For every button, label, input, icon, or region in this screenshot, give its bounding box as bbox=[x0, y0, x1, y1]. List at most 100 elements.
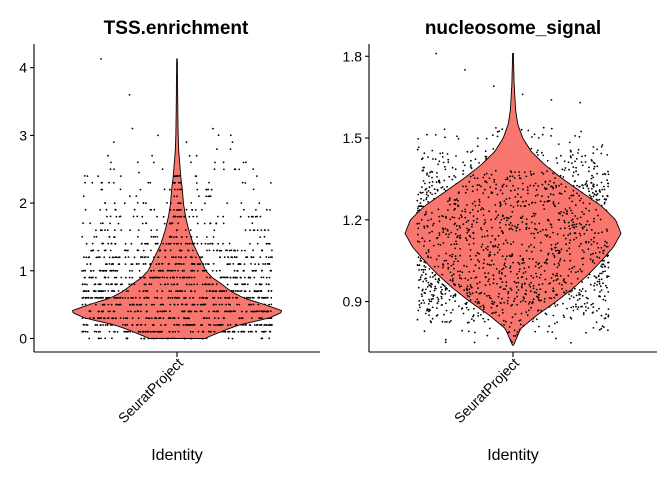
data-point bbox=[189, 330, 192, 333]
data-point bbox=[100, 188, 103, 191]
data-point bbox=[193, 323, 196, 326]
data-point bbox=[598, 278, 601, 281]
data-point bbox=[607, 182, 609, 185]
data-point bbox=[434, 278, 437, 280]
data-point bbox=[253, 324, 256, 326]
data-point bbox=[82, 222, 84, 225]
data-point bbox=[532, 320, 534, 323]
data-point bbox=[167, 243, 170, 245]
data-point bbox=[425, 288, 427, 291]
data-point bbox=[256, 229, 259, 232]
data-point bbox=[263, 229, 266, 231]
data-point bbox=[82, 290, 85, 293]
data-point bbox=[456, 135, 458, 138]
data-point bbox=[437, 300, 440, 303]
data-point bbox=[595, 190, 597, 193]
data-point bbox=[268, 276, 271, 279]
data-point bbox=[235, 256, 238, 259]
data-point bbox=[133, 208, 136, 211]
data-point bbox=[236, 290, 239, 292]
data-point bbox=[266, 296, 269, 299]
data-point bbox=[105, 263, 108, 265]
data-point bbox=[196, 188, 199, 191]
data-point bbox=[246, 283, 249, 286]
data-point bbox=[556, 304, 559, 306]
data-point bbox=[423, 261, 426, 263]
data-point bbox=[197, 330, 200, 333]
data-point bbox=[420, 205, 423, 208]
panel-nucleosome-signal: nucleosome_signal 0.91.21.51.8 SeuratPro… bbox=[343, 18, 657, 464]
data-point bbox=[578, 297, 581, 300]
data-point bbox=[444, 136, 446, 139]
data-point bbox=[564, 167, 567, 169]
data-point bbox=[170, 202, 172, 205]
data-point bbox=[462, 312, 465, 315]
data-point bbox=[101, 229, 103, 232]
data-point bbox=[132, 297, 135, 299]
data-point bbox=[206, 276, 208, 279]
data-point bbox=[239, 276, 242, 279]
data-point bbox=[584, 183, 587, 186]
data-point bbox=[602, 298, 605, 301]
data-point bbox=[596, 280, 599, 283]
data-point bbox=[230, 249, 233, 252]
data-point bbox=[562, 314, 565, 317]
data-point bbox=[104, 202, 106, 204]
data-point bbox=[219, 297, 222, 299]
data-point bbox=[200, 324, 202, 326]
data-point bbox=[207, 188, 210, 191]
data-point bbox=[97, 337, 100, 340]
data-point bbox=[91, 249, 94, 252]
data-point bbox=[180, 202, 182, 205]
data-point bbox=[192, 323, 195, 326]
data-point bbox=[572, 166, 575, 169]
data-point bbox=[260, 276, 263, 279]
data-point bbox=[134, 310, 136, 313]
data-point bbox=[135, 263, 138, 265]
data-point bbox=[421, 295, 423, 298]
data-point bbox=[212, 249, 215, 252]
data-point bbox=[213, 330, 216, 333]
data-point bbox=[571, 289, 574, 292]
data-point bbox=[192, 296, 195, 299]
data-point bbox=[441, 304, 443, 306]
data-point bbox=[431, 271, 434, 274]
data-point bbox=[592, 306, 595, 308]
data-point bbox=[138, 290, 141, 292]
data-point bbox=[236, 249, 239, 252]
data-point bbox=[176, 297, 178, 299]
data-point bbox=[159, 270, 162, 272]
data-point bbox=[167, 296, 170, 299]
outlier-points-layer bbox=[88, 58, 272, 340]
data-point bbox=[184, 290, 187, 292]
data-point bbox=[239, 317, 241, 320]
data-point bbox=[418, 205, 421, 208]
data-point bbox=[575, 170, 577, 173]
data-point bbox=[120, 276, 123, 279]
data-point bbox=[202, 269, 205, 272]
data-point bbox=[436, 314, 439, 316]
data-point bbox=[269, 256, 272, 258]
data-point bbox=[599, 285, 602, 288]
data-point bbox=[496, 135, 499, 138]
data-point bbox=[88, 276, 91, 279]
data-point bbox=[174, 269, 177, 272]
data-point bbox=[210, 188, 213, 191]
data-point bbox=[91, 181, 94, 184]
data-point bbox=[586, 184, 589, 187]
data-point bbox=[138, 269, 141, 272]
data-point bbox=[113, 229, 116, 232]
data-point bbox=[572, 305, 575, 308]
data-point bbox=[590, 182, 592, 184]
data-point bbox=[444, 341, 447, 344]
data-point bbox=[463, 164, 466, 167]
data-point bbox=[593, 165, 596, 168]
data-point bbox=[572, 309, 575, 312]
data-point bbox=[241, 317, 244, 320]
data-point bbox=[164, 249, 166, 252]
data-point bbox=[431, 149, 434, 152]
data-point bbox=[592, 302, 594, 305]
data-point bbox=[417, 286, 420, 289]
data-point bbox=[147, 181, 150, 184]
data-point bbox=[464, 302, 467, 305]
